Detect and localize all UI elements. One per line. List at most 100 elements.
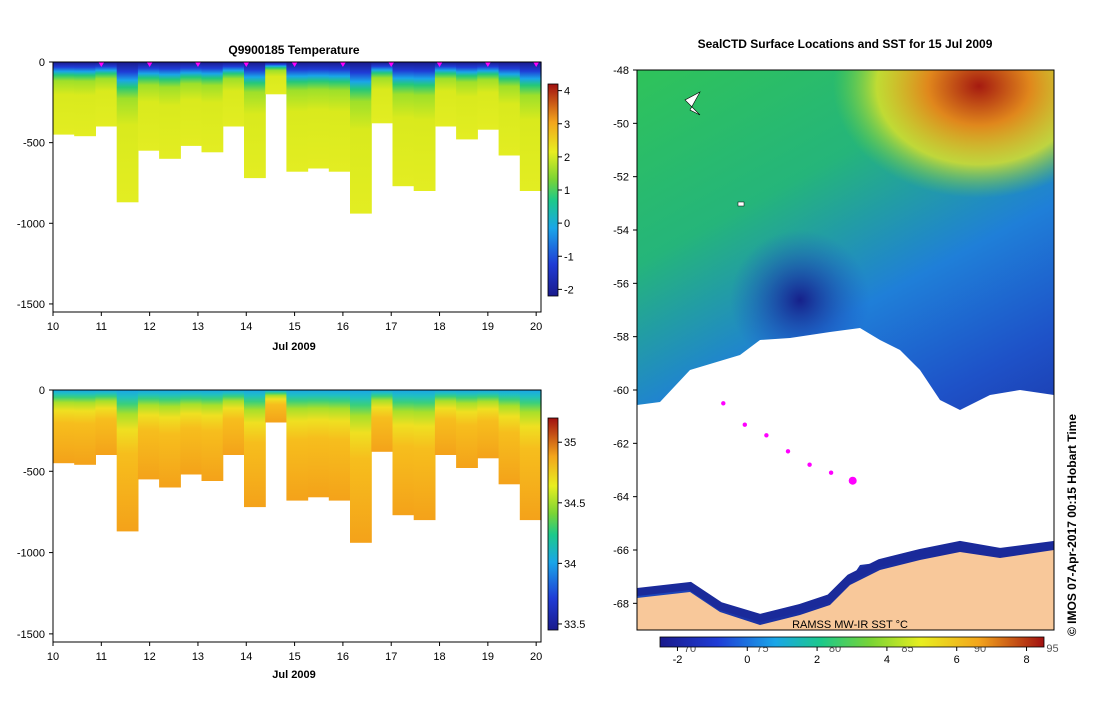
sst-colorbar-tick-label: 2: [814, 654, 820, 666]
profile-column: [519, 62, 542, 191]
colorbar-tick-label: 34.5: [564, 498, 585, 510]
seal-location: [785, 449, 791, 454]
profile-marker: [388, 62, 395, 67]
salinity-colorbar-ticks: 35 34.5 34 33.5: [558, 437, 585, 631]
lat-tick-label: -52: [613, 172, 629, 184]
temperature-plot: [53, 62, 542, 214]
x-tick-label: 13: [192, 321, 204, 333]
profile-column: [244, 390, 266, 508]
profile-column: [350, 62, 372, 214]
sst-colorbar: [659, 636, 1045, 648]
profile-column: [244, 62, 266, 179]
profile-column: [265, 390, 287, 423]
profile-marker: [194, 62, 201, 67]
lat-tick-label: -56: [613, 278, 629, 290]
colorbar-tick-label: 1: [564, 185, 570, 197]
temperature-colorbar: [547, 83, 559, 297]
profile-column: [477, 390, 500, 459]
salinity-axes-frame: [52, 389, 542, 643]
x-tick-label: 16: [337, 651, 349, 663]
lat-tick-label: -62: [613, 438, 629, 450]
profile-column: [95, 62, 118, 127]
profile-column: [265, 62, 287, 95]
profile-column: [159, 62, 181, 159]
x-tick-label: 12: [144, 651, 156, 663]
lon-tick-label: 95: [1046, 643, 1058, 655]
profile-column: [328, 390, 351, 501]
map-title: SealCTD Surface Locations and SST for 15…: [698, 37, 993, 51]
profile-column: [180, 62, 203, 146]
y-tick-label: -1000: [17, 218, 45, 230]
x-tick-label: 13: [192, 651, 204, 663]
profile-column: [116, 62, 139, 203]
seal-location: [742, 422, 747, 427]
seal-location: [764, 433, 769, 438]
x-tick-label: 19: [482, 651, 494, 663]
profile-column: [74, 62, 96, 137]
profile-column: [328, 62, 351, 172]
seal-location: [848, 476, 857, 485]
profile-column: [456, 62, 478, 140]
salinity-x-ticks: 10 11 12 13 14 15 16 17 18 19 20: [47, 642, 542, 663]
profile-column: [498, 390, 521, 485]
x-tick-label: 14: [240, 651, 252, 663]
lat-tick-label: -68: [613, 598, 629, 610]
profile-column: [434, 62, 457, 127]
profile-column: [222, 390, 245, 455]
profile-column: [392, 62, 415, 187]
x-tick-label: 17: [385, 651, 397, 663]
temperature-title: Q9900185 Temperature: [228, 43, 360, 57]
sst-colorbar-ticks: -2 0 2 4 6 8: [673, 647, 1030, 666]
profile-column: [307, 390, 330, 498]
x-tick-label: 19: [482, 321, 494, 333]
x-tick-label: 17: [385, 321, 397, 333]
y-tick-label: -1000: [17, 548, 45, 560]
lat-tick-label: -64: [613, 492, 629, 504]
colorbar-tick-label: 0: [564, 218, 570, 230]
x-tick-label: 16: [337, 321, 349, 333]
colorbar-tick-label: -1: [564, 251, 574, 263]
sst-colorbar-tick-label: -2: [673, 654, 683, 666]
lat-tick-label: -54: [613, 225, 629, 237]
y-tick-label: -1500: [17, 629, 45, 641]
x-tick-label: 15: [288, 651, 300, 663]
profile-column: [74, 390, 96, 465]
x-tick-label: 11: [96, 651, 107, 663]
y-tick-label: -500: [23, 466, 45, 478]
profile-marker: [98, 62, 105, 67]
copyright-text: © IMOS 07-Apr-2017 00:15 Hobart Time: [1065, 414, 1079, 636]
colorbar-tick-label: 4: [564, 86, 570, 98]
profile-column: [519, 390, 542, 521]
temperature-colorbar-ticks: 4 3 2 1 0 -1 -2: [558, 86, 574, 296]
profile-column: [222, 62, 245, 127]
x-tick-label: 18: [433, 651, 445, 663]
lat-tick-label: -48: [613, 65, 629, 77]
profile-column: [116, 390, 139, 532]
y-tick-label: -1500: [17, 299, 45, 311]
sst-colorbar-tick-label: 0: [744, 654, 750, 666]
profile-marker: [533, 62, 540, 67]
profile-column: [477, 62, 500, 130]
map-axes-frame: [636, 69, 1055, 631]
y-tick-label: 0: [39, 385, 45, 397]
profile-column: [286, 62, 309, 172]
profile-marker: [484, 62, 491, 67]
seal-location: [721, 401, 726, 406]
x-tick-label: 10: [47, 321, 59, 333]
profile-column: [456, 390, 478, 468]
salinity-colorbar: [547, 417, 559, 631]
seal-track: [721, 401, 857, 485]
profile-column: [392, 390, 415, 516]
colorbar-tick-label: 2: [564, 152, 570, 164]
profile-column: [201, 62, 224, 153]
profile-column: [413, 390, 436, 521]
y-tick-label: -500: [23, 138, 45, 150]
profile-column: [350, 390, 372, 543]
sst-colorbar-tick-label: 6: [954, 654, 960, 666]
profile-column: [371, 62, 394, 124]
lat-tick-label: -66: [613, 545, 629, 557]
profile-column: [137, 390, 160, 480]
antarctica-land: [637, 550, 1054, 630]
sst-colorbar-tick-label: 4: [884, 654, 890, 666]
